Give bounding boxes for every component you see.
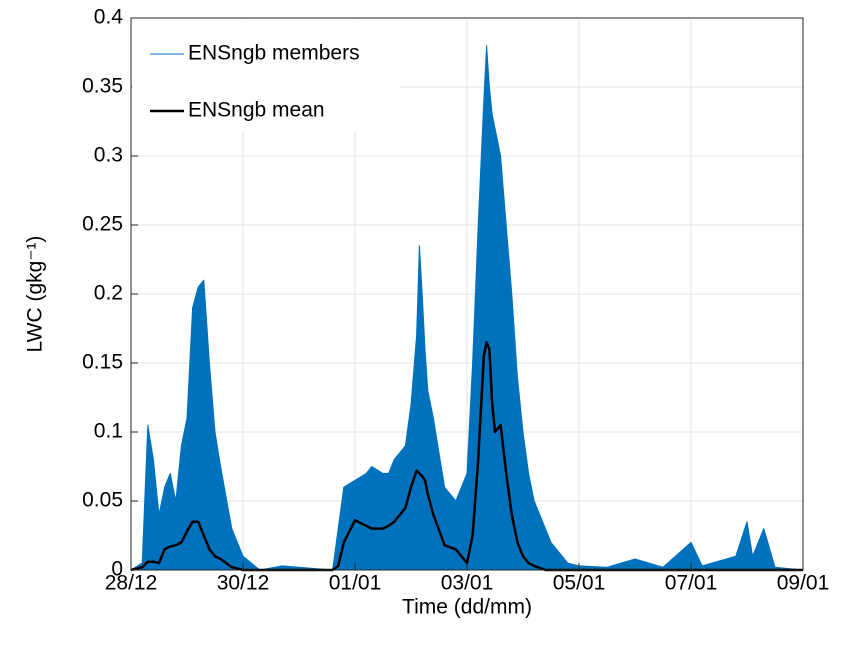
area xyxy=(130,45,804,571)
y-tick-label: 0.4 xyxy=(94,6,124,29)
legend-label: ENSngb members xyxy=(188,42,360,65)
y-tick-label: 0.2 xyxy=(94,282,123,305)
legend-box xyxy=(132,19,400,131)
x-axis-label: Time (dd/mm) xyxy=(402,596,532,619)
y-tick-label: 0.1 xyxy=(94,420,123,443)
ticks: 0 0.05 0.1 0.15 0.2 0.25 0.3 0.35 0.4 28/12 30/12 0… xyxy=(82,6,829,595)
y-tick-label: 0.05 xyxy=(82,489,123,512)
y-axis-label: LWC (gkg⁻¹) xyxy=(24,236,47,353)
x-tick-label: 30/12 xyxy=(217,572,270,595)
x-tick-label: 07/01 xyxy=(665,572,718,595)
x-tick-label: 05/01 xyxy=(553,572,606,595)
y-tick-label: 0.15 xyxy=(82,351,123,374)
legend-label: ENSngb mean xyxy=(188,99,325,122)
legend: ENSngb members ENSngb mean xyxy=(132,19,400,131)
y-tick-label: 0.25 xyxy=(82,213,123,236)
x-tick-label: 03/01 xyxy=(441,572,494,595)
y-tick-label: 0 xyxy=(111,558,123,581)
y-tick-label: 0.35 xyxy=(82,75,123,98)
y-tick-label: 0.3 xyxy=(94,144,123,167)
x-tick-label: 28/12 xyxy=(105,572,158,595)
x-tick-label: 01/01 xyxy=(329,572,382,595)
x-tick-label: 09/01 xyxy=(777,572,830,595)
